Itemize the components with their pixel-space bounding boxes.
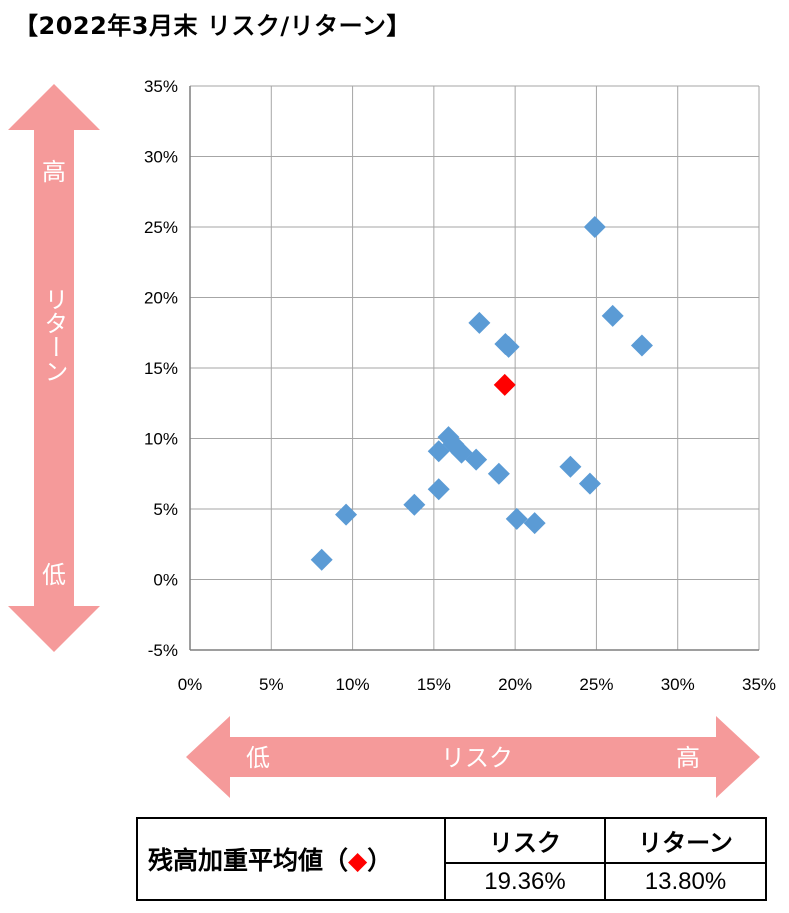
y-tick-label: 35% <box>144 77 178 96</box>
fund-data-point <box>578 472 601 495</box>
return-arrow: 高 リターン 低 <box>8 84 100 652</box>
risk-header: リスク <box>444 816 606 865</box>
weighted-average-label-close: ） <box>367 846 393 875</box>
red-diamond-icon: ◆ <box>348 846 368 875</box>
x-tick-label: 35% <box>742 675 776 694</box>
y-tick-label: 5% <box>153 500 178 519</box>
x-tick-label: 25% <box>579 675 613 694</box>
x-tick-label: 0% <box>178 675 203 694</box>
fund-data-point <box>559 455 582 478</box>
axis-ticks: 0% 5% 10% 15% 20% 25% 30% 35% 35% 30% 25% 20% 15% 10%… <box>144 77 776 694</box>
y-tick-label: 30% <box>144 148 178 167</box>
weighted-average-label: 残高加重平均値（◆） <box>136 817 446 901</box>
y-tick-label: 15% <box>144 359 178 378</box>
fund-data-point <box>468 311 491 334</box>
return-value: 13.80% <box>604 862 767 901</box>
fund-data-point <box>505 507 528 530</box>
x-tick-label: 5% <box>259 675 284 694</box>
y-tick-label: 25% <box>144 218 178 237</box>
fund-data-point <box>497 335 520 358</box>
y-tick-label: 10% <box>144 430 178 449</box>
risk-arrow-low-label: 低 <box>246 744 270 772</box>
data-points <box>310 216 653 571</box>
risk-arrow-axis-label: リスク <box>441 744 513 772</box>
x-tick-label: 20% <box>498 675 532 694</box>
grid <box>189 85 760 651</box>
fund-data-point <box>427 478 450 501</box>
y-tick-label: 20% <box>144 289 178 308</box>
return-arrow-high-label: 高 <box>42 158 66 186</box>
x-tick-label: 30% <box>661 675 695 694</box>
return-arrow-axis-label: リターン <box>40 287 68 383</box>
x-tick-label: 15% <box>417 675 451 694</box>
x-tick-label: 10% <box>336 675 370 694</box>
fund-data-point <box>465 448 488 471</box>
return-arrow-low-label: 低 <box>42 561 66 589</box>
risk-arrow-shape <box>186 716 760 798</box>
fund-data-point <box>630 334 653 357</box>
fund-data-point <box>601 304 624 327</box>
fund-data-point <box>523 512 546 535</box>
fund-data-point <box>403 493 426 516</box>
return-header: リターン <box>604 816 767 865</box>
weighted-average-point <box>493 373 516 396</box>
fund-data-point <box>310 548 333 571</box>
risk-arrow: 低 リスク 高 <box>186 716 760 798</box>
weighted-average-label-text: 残高加重平均値（ <box>148 846 349 875</box>
fund-data-point <box>335 503 358 526</box>
y-tick-label: -5% <box>148 641 178 660</box>
y-tick-label: 0% <box>153 571 178 590</box>
return-arrow-shape <box>8 84 100 652</box>
risk-arrow-high-label: 高 <box>676 744 700 772</box>
fund-data-point <box>583 216 606 238</box>
weighted-average-table: 残高加重平均値（◆） リスク リターン 19.36% 13.80% <box>136 816 767 901</box>
page-title: 【2022年3月末 リスク/リターン】 <box>14 12 411 40</box>
risk-value: 19.36% <box>444 862 606 901</box>
fund-data-point <box>487 462 510 485</box>
